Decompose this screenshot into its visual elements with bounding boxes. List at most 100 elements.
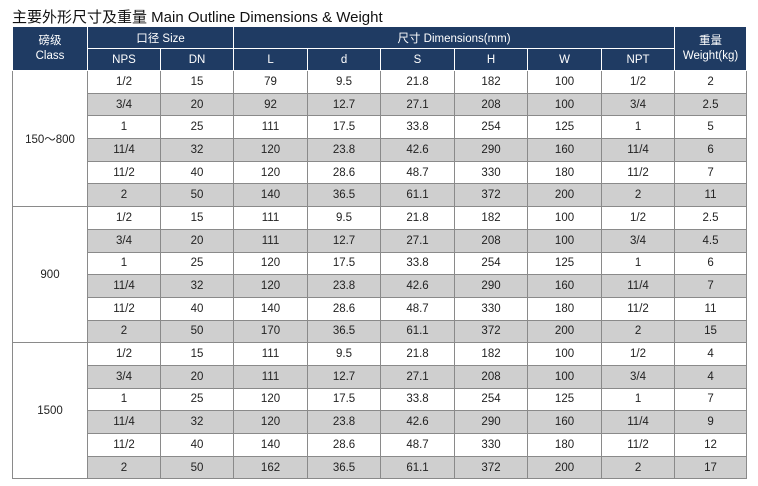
cell-s: 33.8 [380,115,456,140]
cell-d: 17.5 [307,115,382,140]
cell-l: 111 [233,206,309,230]
cell-d: 9.5 [307,342,382,366]
class-header-cn: 磅级 [38,34,62,47]
col-header-d: d [307,48,382,71]
cell-w: 125 [527,387,603,412]
cell-w: 200 [527,183,603,208]
cell-dn: 40 [159,160,235,185]
cell-dn: 15 [159,70,235,94]
cell-d: 9.5 [307,70,382,94]
table-row: 11/2 40 140 28.6 48.7 330 180 11/2 11 [13,296,748,321]
class-cell: 150～800 [12,69,88,208]
cell-nps: 11/4 [87,274,161,298]
cell-h: 208 [454,92,529,117]
cell-h: 290 [454,274,529,298]
cell-l: 140 [233,296,309,321]
cell-dn: 50 [159,455,235,480]
cell-npt: 11/4 [601,274,676,298]
cell-d: 23.8 [307,138,382,162]
cell-h: 372 [454,183,529,208]
cell-w: 100 [527,70,603,94]
weight-header: 重量 Weight(kg) [674,26,748,71]
cell-l: 120 [233,387,309,412]
cell-nps: 11/4 [87,410,161,434]
cell-w: 200 [527,319,603,344]
class-cell: 900 [12,206,88,344]
cell-w: 100 [527,364,603,389]
table-row: 1500 1/2 15 111 9.5 21.8 182 100 1/2 4 [12,342,748,480]
table-row: 900 1/2 15 111 9.5 21.8 182 100 1/2 2.5 [12,206,748,344]
cell-d: 23.8 [307,410,382,434]
table-row: 2 50 170 36.5 61.1 372 200 2 15 [13,319,748,344]
cell-s: 27.1 [380,92,456,117]
cell-d: 17.5 [307,251,382,276]
cell-h: 372 [454,319,529,344]
cell-npt: 3/4 [601,228,676,253]
page-title: 主要外形尺寸及重量 Main Outline Dimensions & Weig… [12,9,383,26]
cell-d: 17.5 [307,387,382,412]
cell-dn: 15 [159,206,235,230]
cell-l: 120 [233,138,309,162]
cell-h: 182 [454,70,529,94]
cell-npt: 11/2 [601,160,676,185]
cell-npt: 1/2 [601,206,676,230]
cell-nps: 2 [87,319,161,344]
cell-h: 182 [454,342,529,366]
table-row: 11/2 40 140 28.6 48.7 330 180 11/2 12 [13,433,748,457]
cell-s: 27.1 [380,364,456,389]
cell-h: 208 [454,364,529,389]
col-header-l: L [233,48,309,71]
cell-l: 111 [233,342,309,366]
cell-dn: 50 [159,319,235,344]
cell-w: 160 [527,410,603,434]
cell-weight: 4 [674,342,748,366]
cell-npt: 11/4 [601,410,676,434]
cell-h: 330 [454,160,529,185]
cell-weight: 15 [674,319,748,344]
table-row: 2 50 162 36.5 61.1 372 200 2 17 [13,455,748,480]
cell-d: 28.6 [307,433,382,457]
cell-nps: 2 [87,455,161,480]
cell-h: 254 [454,387,529,412]
cell-weight: 6 [674,251,748,276]
cell-npt: 3/4 [601,364,676,389]
class-header-en: Class [35,49,65,62]
cell-weight: 7 [674,274,748,298]
table-row: 11/2 40 120 28.6 48.7 330 180 11/2 7 [13,160,748,185]
cell-s: 42.6 [380,410,456,434]
cell-w: 125 [527,115,603,140]
table-row: 1 25 120 17.5 33.8 254 125 1 6 [13,251,748,276]
cell-w: 160 [527,138,603,162]
cell-w: 200 [527,455,603,480]
cell-s: 61.1 [380,455,456,480]
cell-w: 100 [527,92,603,117]
cell-nps: 1 [87,115,161,140]
cell-s: 42.6 [380,138,456,162]
cell-l: 111 [233,228,309,253]
cell-npt: 11/4 [601,138,676,162]
cell-nps: 2 [87,183,161,208]
cell-weight: 2.5 [674,92,748,117]
cell-s: 48.7 [380,296,456,321]
cell-npt: 2 [601,455,676,480]
cell-npt: 1/2 [601,70,676,94]
cell-l: 162 [233,455,309,480]
cell-weight: 11 [674,296,748,321]
cell-npt: 1 [601,251,676,276]
cell-npt: 2 [601,319,676,344]
dimensions-table: 磅级 Class 口径 Size 尺寸 Dimensions(mm) 重量 We… [12,26,748,480]
cell-d: 12.7 [307,364,382,389]
cell-nps: 3/4 [87,364,161,389]
cell-weight: 11 [674,183,748,208]
col-header-h: H [454,48,529,71]
cell-l: 92 [233,92,309,117]
cell-weight: 2 [674,70,748,94]
cell-nps: 1/2 [87,342,161,366]
cell-l: 120 [233,410,309,434]
cell-dn: 20 [159,364,235,389]
table-row: 11/4 32 120 23.8 42.6 290 160 11/4 6 [13,138,748,162]
table-header: 磅级 Class 口径 Size 尺寸 Dimensions(mm) 重量 We… [12,26,748,71]
cell-npt: 11/2 [601,433,676,457]
table-row: 11/4 32 120 23.8 42.6 290 160 11/4 9 [13,410,748,434]
cell-s: 33.8 [380,251,456,276]
